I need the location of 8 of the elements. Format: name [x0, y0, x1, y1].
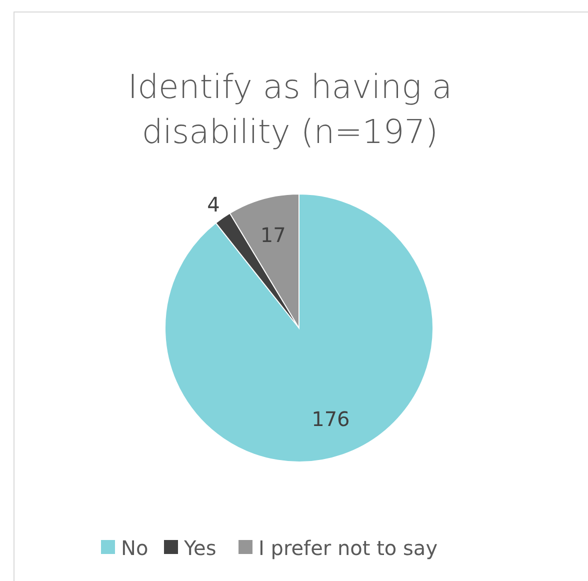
pie-slice: [164, 194, 434, 462]
data-label: 176: [312, 407, 350, 432]
data-label: 4: [207, 192, 220, 217]
data-label: 17: [260, 223, 286, 248]
legend-label: Yes: [183, 536, 216, 560]
legend-label: No: [121, 536, 148, 560]
chart-title: Identify as having a disability (n=197): [128, 67, 452, 151]
legend-label: I prefer not to say: [258, 536, 438, 560]
